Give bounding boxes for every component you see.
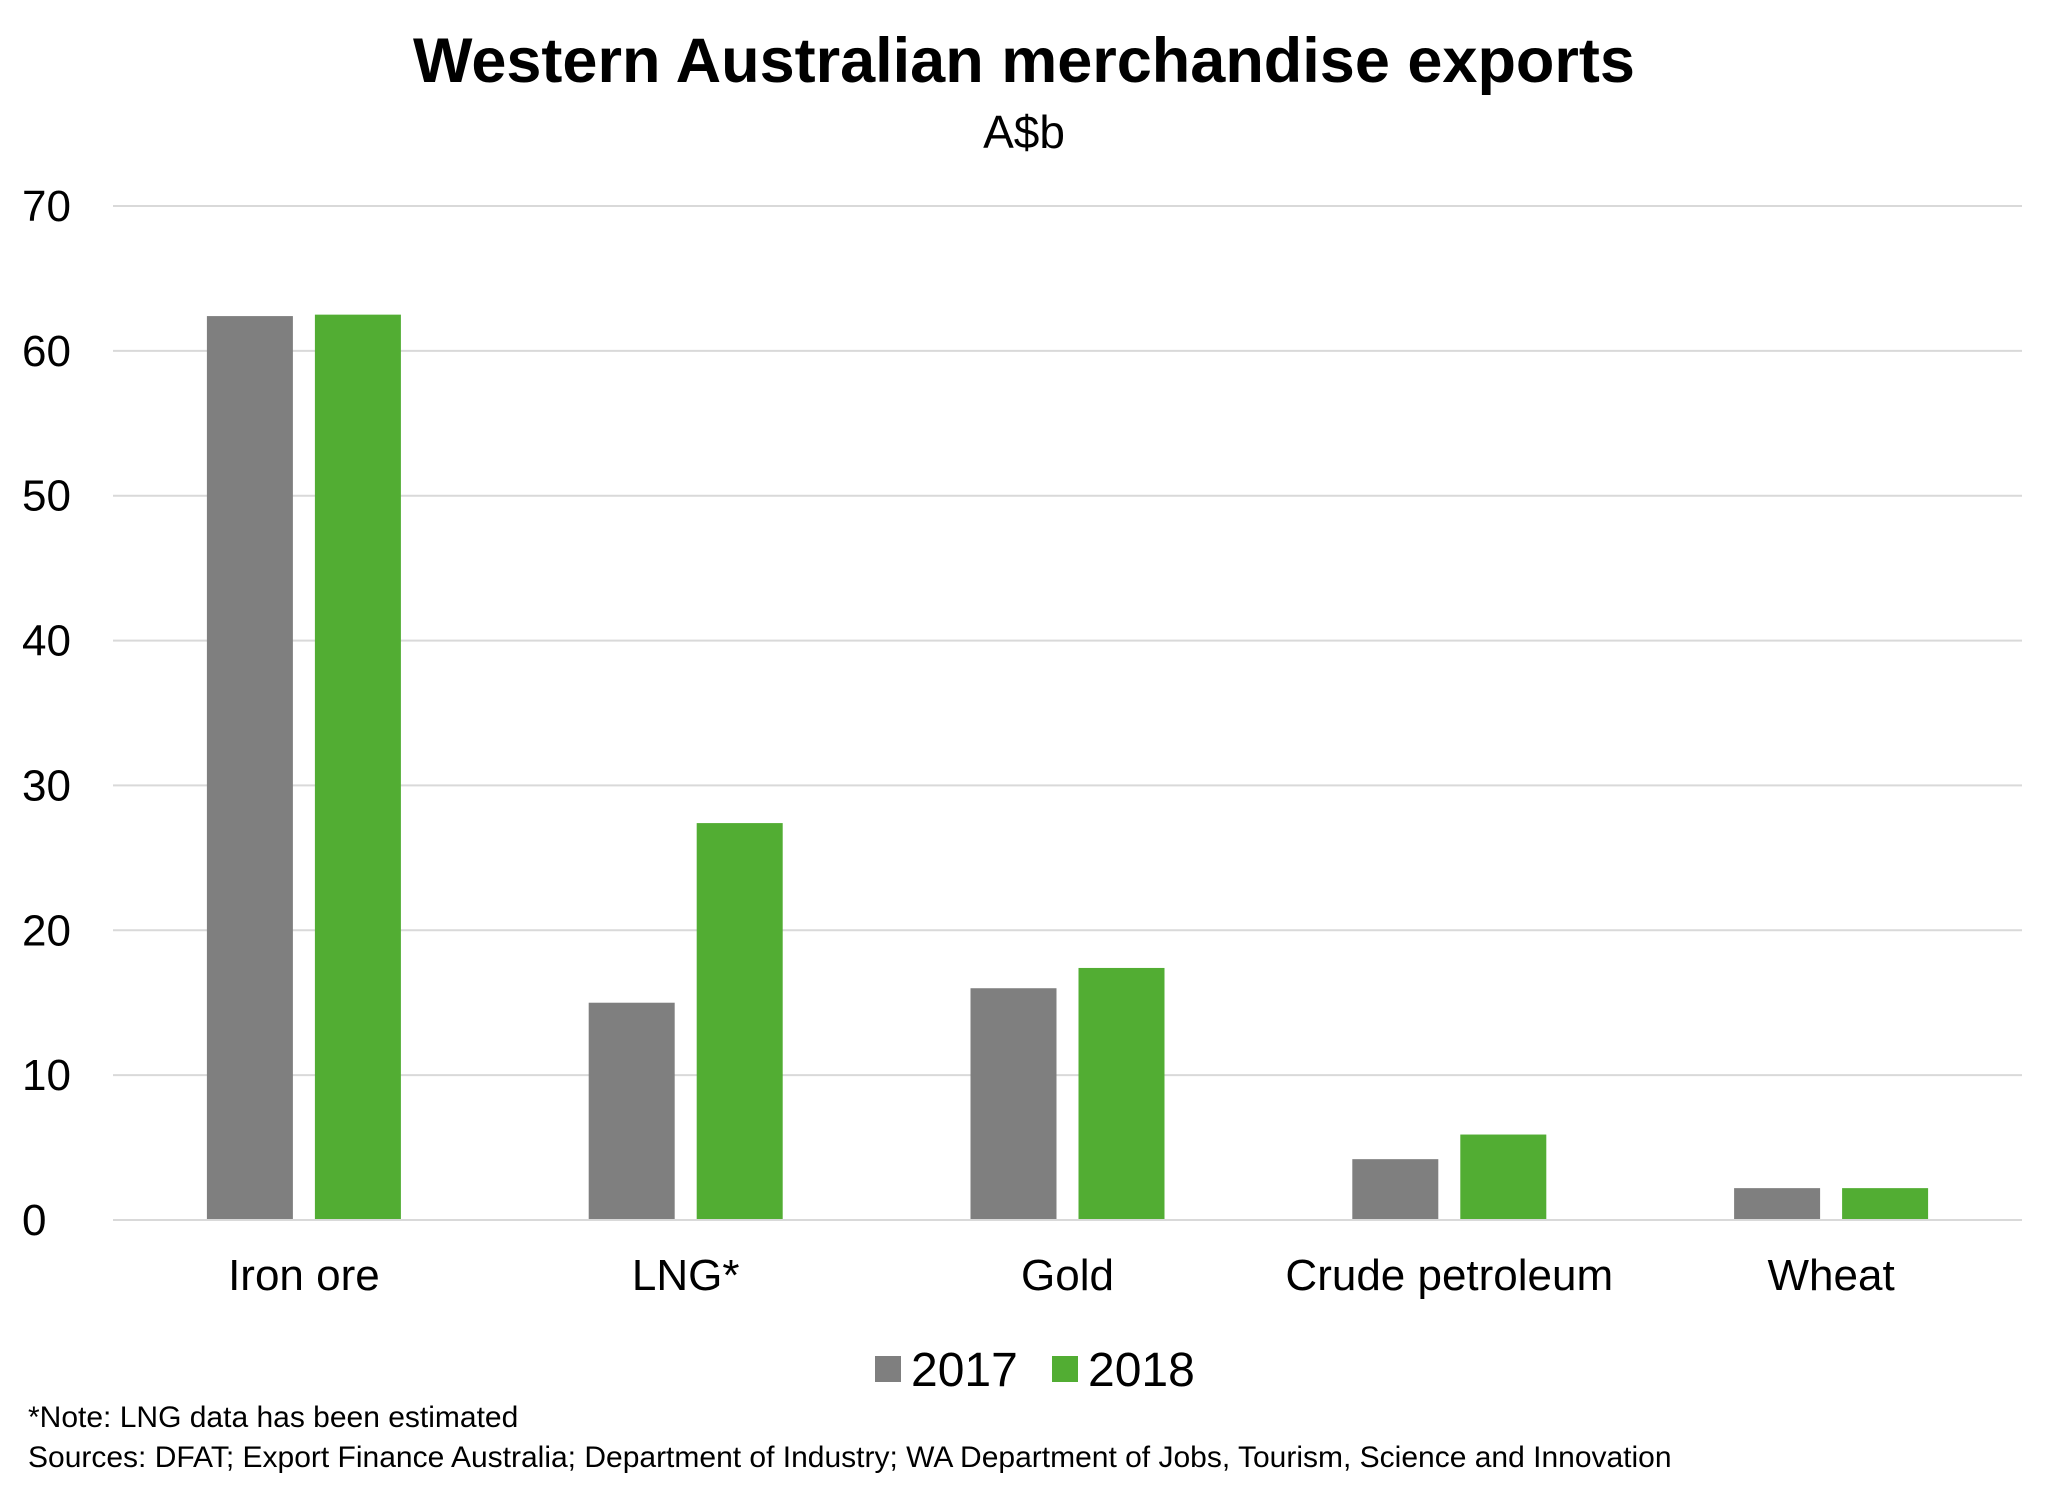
gridlines xyxy=(113,205,2022,1221)
bar-2018-wheat xyxy=(1842,1188,1929,1220)
y-tick-label: 30 xyxy=(22,761,71,810)
bars xyxy=(113,314,2022,1221)
x-tick-label: Iron ore xyxy=(228,1251,380,1300)
bar-2018-gold xyxy=(1078,967,1165,1220)
y-axis-tick-labels: 0 10 20 30 40 50 60 70 xyxy=(22,182,71,1245)
legend: 2017 2018 xyxy=(875,1344,1195,1397)
bar-2018-iron-ore xyxy=(314,314,401,1221)
chart-subtitle: A$b xyxy=(983,106,1065,158)
sources-note: Sources: DFAT; Export Finance Australia;… xyxy=(28,1441,1672,1474)
chart-title: Western Australian merchandise exports xyxy=(413,26,1635,96)
y-tick-label: 10 xyxy=(22,1051,71,1100)
bar-2017-gold xyxy=(970,988,1057,1220)
bar-2018-lng xyxy=(696,823,783,1220)
y-tick-label: 50 xyxy=(22,472,71,521)
legend-label-2017: 2017 xyxy=(911,1344,1018,1397)
x-tick-label: Crude petroleum xyxy=(1285,1251,1613,1300)
bar-2017-crude-petroleum xyxy=(1352,1159,1439,1220)
lng-note: *Note: LNG data has been estimated xyxy=(28,1401,518,1434)
legend-label-2018: 2018 xyxy=(1088,1344,1195,1397)
x-tick-label: Gold xyxy=(1021,1251,1114,1300)
bar-2017-iron-ore xyxy=(206,316,293,1220)
bar-2017-lng xyxy=(588,1002,675,1220)
bar-2017-wheat xyxy=(1734,1188,1821,1220)
y-tick-label: 60 xyxy=(22,327,71,376)
y-tick-label: 0 xyxy=(22,1196,46,1245)
x-tick-label: Wheat xyxy=(1768,1251,1895,1300)
legend-swatch-2018 xyxy=(1052,1356,1078,1382)
bar-2018-crude-petroleum xyxy=(1460,1134,1547,1220)
y-tick-label: 70 xyxy=(22,182,71,231)
y-tick-label: 40 xyxy=(22,617,71,666)
x-tick-label: LNG* xyxy=(632,1251,740,1300)
x-axis-tick-labels: Iron ore LNG* Gold Crude petroleum Wheat xyxy=(228,1251,1895,1300)
y-tick-label: 20 xyxy=(22,906,71,955)
legend-swatch-2017 xyxy=(875,1356,901,1382)
